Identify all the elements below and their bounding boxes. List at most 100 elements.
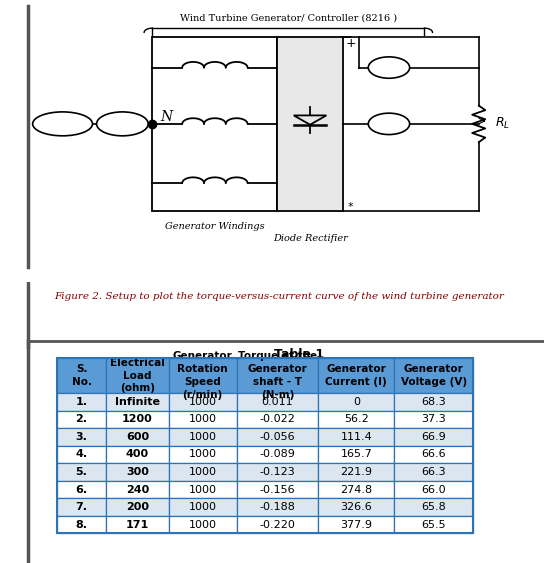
Text: 2.: 2.	[76, 414, 88, 425]
Text: 4.: 4.	[76, 449, 88, 459]
Text: -0.220: -0.220	[259, 520, 295, 530]
FancyBboxPatch shape	[169, 463, 237, 481]
Text: Diode Rectifier: Diode Rectifier	[273, 234, 348, 243]
FancyBboxPatch shape	[57, 516, 106, 534]
Ellipse shape	[33, 112, 92, 136]
FancyBboxPatch shape	[57, 358, 106, 393]
Text: 1000: 1000	[189, 520, 217, 530]
FancyBboxPatch shape	[57, 410, 106, 428]
Text: 65.5: 65.5	[422, 520, 446, 530]
Text: 171: 171	[126, 520, 149, 530]
FancyBboxPatch shape	[318, 410, 394, 428]
Text: *: *	[348, 202, 354, 212]
Text: 600: 600	[126, 432, 149, 442]
Text: 274.8: 274.8	[340, 485, 373, 494]
Text: 3.: 3.	[76, 432, 88, 442]
Text: Generator
Current (I): Generator Current (I)	[325, 364, 387, 387]
FancyBboxPatch shape	[237, 358, 318, 393]
Text: Table 1: Table 1	[274, 348, 324, 361]
Text: S.
No.: S. No.	[72, 364, 91, 387]
FancyBboxPatch shape	[169, 446, 237, 463]
FancyBboxPatch shape	[106, 516, 169, 534]
FancyBboxPatch shape	[394, 428, 473, 446]
Text: Torque at the
Generator
shaft - T
(N-m): Torque at the Generator shaft - T (N-m)	[238, 351, 317, 400]
FancyBboxPatch shape	[106, 463, 169, 481]
FancyBboxPatch shape	[318, 358, 394, 393]
Text: Generator Windings: Generator Windings	[165, 222, 265, 231]
FancyBboxPatch shape	[169, 358, 237, 393]
Text: 8.: 8.	[76, 520, 88, 530]
Text: 1200: 1200	[122, 414, 153, 425]
FancyBboxPatch shape	[394, 446, 473, 463]
FancyBboxPatch shape	[394, 463, 473, 481]
Text: 1000: 1000	[189, 485, 217, 494]
Text: 66.9: 66.9	[422, 432, 446, 442]
Text: 1000: 1000	[189, 432, 217, 442]
FancyBboxPatch shape	[237, 428, 318, 446]
FancyBboxPatch shape	[237, 410, 318, 428]
Text: $R_L$: $R_L$	[495, 117, 510, 131]
Text: 240: 240	[126, 485, 149, 494]
FancyBboxPatch shape	[318, 498, 394, 516]
Text: Generator
Voltage (V): Generator Voltage (V)	[401, 364, 467, 387]
Text: Figure 2. Setup to plot the torque-versus-current curve of the wind turbine gene: Figure 2. Setup to plot the torque-versu…	[54, 292, 504, 301]
Text: 66.3: 66.3	[422, 467, 446, 477]
FancyBboxPatch shape	[237, 446, 318, 463]
Text: Prime
mover: Prime mover	[48, 114, 77, 134]
Text: -0.056: -0.056	[259, 432, 295, 442]
FancyBboxPatch shape	[106, 393, 169, 410]
Text: -0.089: -0.089	[259, 449, 295, 459]
FancyBboxPatch shape	[106, 498, 169, 516]
FancyBboxPatch shape	[318, 393, 394, 410]
FancyBboxPatch shape	[318, 446, 394, 463]
FancyBboxPatch shape	[106, 481, 169, 498]
FancyBboxPatch shape	[169, 516, 237, 534]
FancyBboxPatch shape	[237, 498, 318, 516]
Text: 0.011: 0.011	[262, 397, 293, 406]
Text: 7.: 7.	[76, 502, 88, 512]
Text: 1000: 1000	[189, 502, 217, 512]
Text: 5.: 5.	[76, 467, 88, 477]
Circle shape	[368, 57, 410, 78]
FancyBboxPatch shape	[57, 463, 106, 481]
FancyBboxPatch shape	[169, 428, 237, 446]
Text: V: V	[385, 117, 393, 131]
FancyBboxPatch shape	[169, 393, 237, 410]
Text: 1000: 1000	[189, 449, 217, 459]
FancyBboxPatch shape	[57, 428, 106, 446]
FancyBboxPatch shape	[394, 358, 473, 393]
FancyBboxPatch shape	[237, 516, 318, 534]
Text: 1000: 1000	[189, 397, 217, 406]
Text: 1000: 1000	[189, 467, 217, 477]
FancyBboxPatch shape	[318, 463, 394, 481]
FancyBboxPatch shape	[318, 481, 394, 498]
FancyBboxPatch shape	[318, 428, 394, 446]
Text: -0.156: -0.156	[259, 485, 295, 494]
Polygon shape	[277, 37, 343, 211]
Text: N: N	[160, 110, 172, 124]
Ellipse shape	[97, 112, 148, 136]
FancyBboxPatch shape	[57, 446, 106, 463]
Text: 68.3: 68.3	[422, 397, 446, 406]
Text: -0.123: -0.123	[259, 467, 295, 477]
Text: 66.6: 66.6	[422, 449, 446, 459]
Text: 165.7: 165.7	[341, 449, 372, 459]
FancyBboxPatch shape	[394, 516, 473, 534]
Text: 326.6: 326.6	[341, 502, 372, 512]
Text: 0: 0	[353, 397, 360, 406]
Text: 56.2: 56.2	[344, 414, 369, 425]
Text: +: +	[345, 37, 356, 50]
FancyBboxPatch shape	[237, 393, 318, 410]
Text: 111.4: 111.4	[341, 432, 372, 442]
Text: Rotor: Rotor	[108, 119, 137, 128]
FancyBboxPatch shape	[106, 410, 169, 428]
FancyBboxPatch shape	[394, 410, 473, 428]
Text: 1.: 1.	[76, 397, 88, 406]
Text: Wind Turbine Generator/ Controller (8216 ): Wind Turbine Generator/ Controller (8216…	[180, 14, 397, 23]
FancyBboxPatch shape	[169, 410, 237, 428]
FancyBboxPatch shape	[394, 498, 473, 516]
Circle shape	[368, 113, 410, 135]
FancyBboxPatch shape	[57, 393, 106, 410]
Text: 65.8: 65.8	[422, 502, 446, 512]
FancyBboxPatch shape	[237, 481, 318, 498]
